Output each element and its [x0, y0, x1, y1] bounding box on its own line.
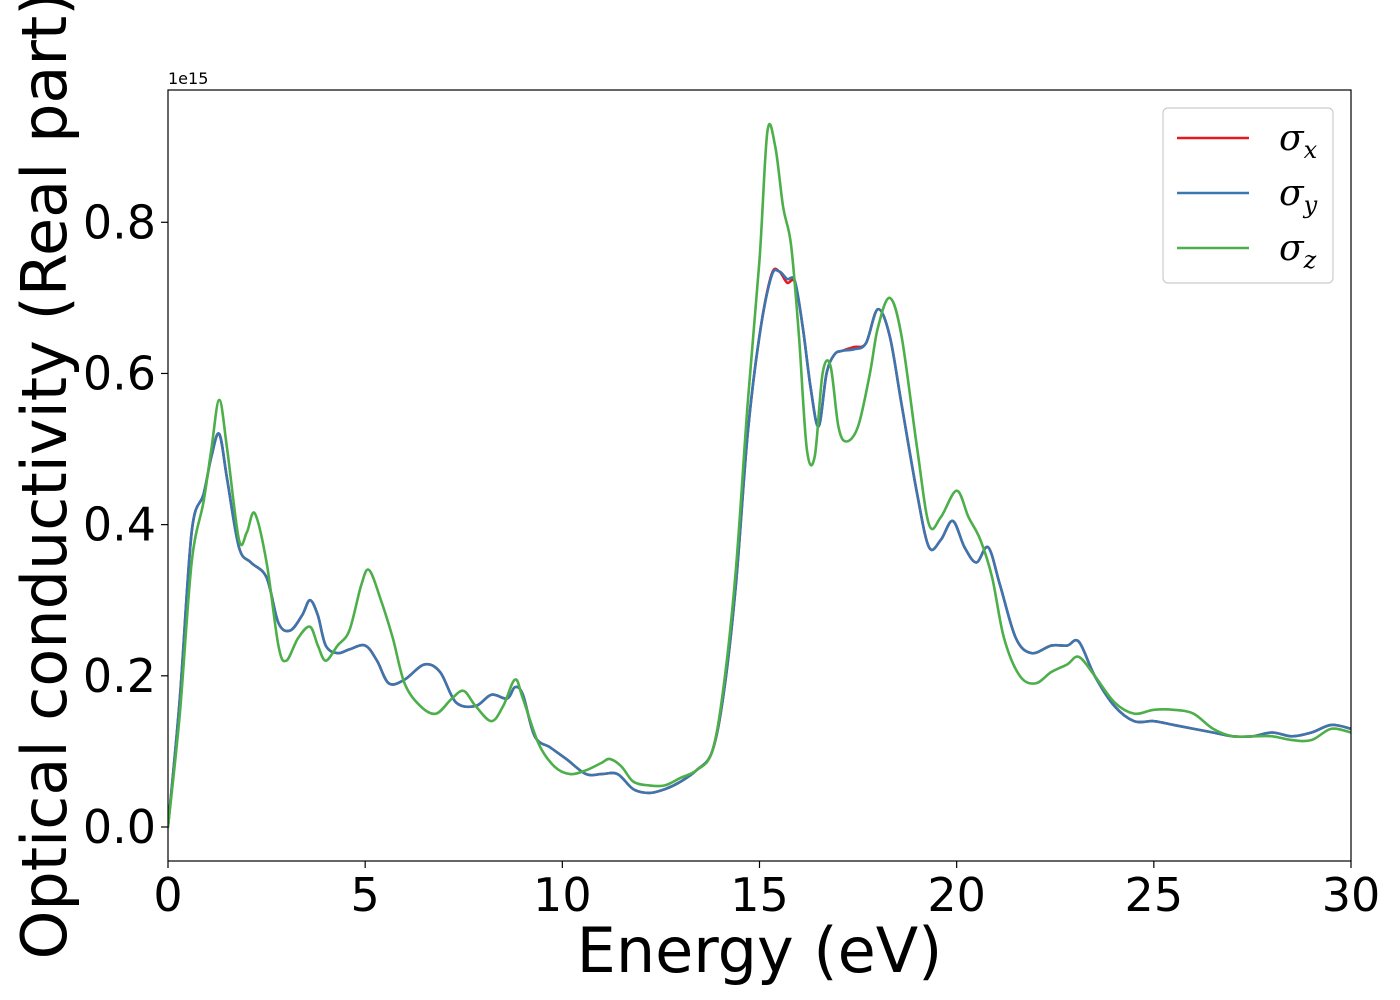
series-line-z [168, 122, 1351, 829]
legend-label-y: σy [1279, 173, 1318, 219]
x-tick-label: 30 [1322, 868, 1381, 922]
series-line-x [168, 267, 1351, 829]
series-line-y [168, 268, 1351, 829]
series-layer [168, 122, 1351, 829]
x-tick-label: 0 [153, 868, 182, 922]
y-tick-label: 0.8 [83, 195, 156, 249]
x-tick-label: 25 [1125, 868, 1184, 922]
x-tick-label: 10 [533, 868, 592, 922]
legend-label-z: σz [1279, 228, 1317, 274]
y-axis-label: Optical conductivity (Real part) [8, 0, 81, 959]
x-axis: 0 5 10 15 20 25 30 [153, 861, 1380, 922]
y-tick-label: 0.4 [83, 498, 156, 552]
y-tick-label: 0.2 [83, 649, 156, 703]
y-tick-label: 0.0 [83, 800, 156, 854]
legend-box [1162, 107, 1334, 284]
legend-label-x: σx [1279, 118, 1318, 164]
x-axis-label: Energy (eV) [577, 914, 943, 987]
x-tick-label: 15 [730, 868, 789, 922]
x-tick-label: 20 [927, 868, 986, 922]
legend: σx σy σz [1162, 107, 1334, 284]
y-tick-label: 0.6 [83, 346, 156, 400]
y-axis: 0.0 0.2 0.4 0.6 0.8 [83, 195, 168, 854]
x-tick-label: 5 [351, 868, 380, 922]
y-offset-text: 1e15 [168, 69, 208, 88]
